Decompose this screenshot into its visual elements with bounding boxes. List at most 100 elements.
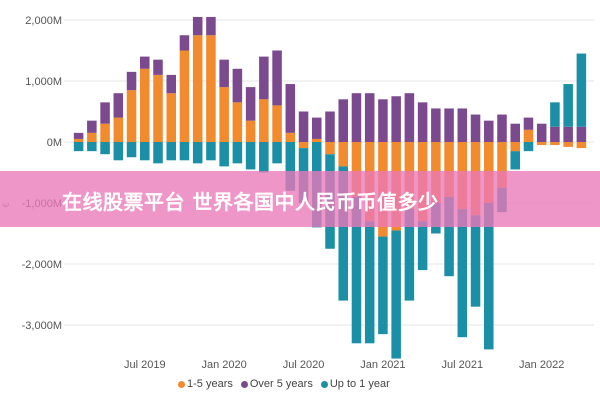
bar-segment bbox=[232, 68, 243, 103]
bar-segment bbox=[126, 71, 137, 91]
bar-segment bbox=[497, 142, 507, 188]
legend-swatch-1-5-years bbox=[178, 380, 185, 388]
y-tick-label: 0M bbox=[47, 137, 62, 149]
bar-segment bbox=[470, 215, 481, 307]
bar-segment bbox=[391, 230, 401, 359]
bar-segment bbox=[166, 93, 176, 142]
bar-segment bbox=[272, 142, 282, 164]
bar-segment bbox=[312, 117, 322, 139]
bar-segment bbox=[510, 123, 520, 142]
bar-segment bbox=[192, 142, 203, 164]
bar-segment bbox=[563, 126, 573, 142]
bar-segment bbox=[536, 123, 547, 142]
x-tick-label: Jul 2020 bbox=[283, 359, 325, 371]
legend-item-1-5-years: 1-5 years bbox=[178, 378, 233, 390]
bar-segment bbox=[417, 221, 428, 271]
x-tick-label: Jan 2021 bbox=[360, 359, 405, 371]
bar-segment bbox=[325, 111, 335, 142]
y-tick-label: 1,000M bbox=[25, 76, 62, 88]
bar-segment bbox=[245, 142, 256, 170]
bar-segment bbox=[576, 142, 587, 149]
bar-segment bbox=[192, 35, 203, 142]
watermark-banner bbox=[0, 171, 600, 227]
legend-swatch-over-5-years bbox=[240, 380, 248, 388]
y-tick-label: -3,000M bbox=[22, 320, 62, 332]
bar-segment bbox=[351, 93, 362, 142]
bar-segment bbox=[113, 93, 124, 118]
bar-segment bbox=[563, 142, 573, 147]
bar-segment bbox=[206, 142, 216, 161]
bar-segment bbox=[444, 196, 454, 277]
bar-segment bbox=[550, 126, 560, 142]
bar-segment bbox=[404, 93, 415, 142]
bar-segment bbox=[206, 35, 216, 142]
bar-segment bbox=[272, 50, 282, 106]
bar-segment bbox=[404, 209, 415, 301]
bar-segment bbox=[364, 221, 375, 344]
x-tick-label: Jan 2020 bbox=[202, 359, 247, 371]
bar-segment bbox=[338, 142, 348, 167]
bar-segment bbox=[126, 90, 137, 142]
bar-segment bbox=[87, 142, 97, 152]
legend-swatch-up-to-1-year bbox=[320, 380, 328, 388]
bar-segment bbox=[100, 142, 110, 155]
bar-segment bbox=[457, 209, 468, 338]
bar-segment bbox=[259, 56, 269, 100]
legend-item-over-5-years: Over 5 years bbox=[240, 378, 313, 390]
bar-segment bbox=[378, 99, 388, 142]
bar-segment bbox=[140, 142, 150, 161]
bar-segment bbox=[100, 123, 110, 142]
bar-segment bbox=[87, 120, 97, 133]
bar-segment bbox=[285, 142, 296, 191]
bar-segment bbox=[510, 151, 520, 170]
bar-segment bbox=[444, 142, 454, 197]
bar-segment bbox=[523, 117, 534, 130]
y-tick-label: -2,000M bbox=[22, 259, 62, 271]
bar-segment bbox=[179, 142, 190, 161]
bar-segment bbox=[73, 142, 84, 152]
bar-segment bbox=[536, 142, 547, 146]
legend-item-up-to-1-year: Up to 1 year bbox=[320, 378, 390, 390]
bar-segment bbox=[232, 102, 243, 142]
bar-segment bbox=[523, 142, 534, 152]
bar-segment bbox=[285, 84, 296, 133]
bar-segment bbox=[550, 102, 560, 127]
bar-segment bbox=[140, 56, 150, 69]
y-tick-label: 2,000M bbox=[25, 15, 62, 27]
bar-segment bbox=[431, 108, 441, 142]
bar-segment bbox=[219, 142, 229, 167]
bar-segment bbox=[272, 105, 282, 142]
bar-segment bbox=[351, 142, 362, 197]
bar-segment bbox=[497, 114, 507, 142]
bar-segment bbox=[245, 120, 256, 142]
bar-segment bbox=[166, 142, 176, 161]
bar-segment bbox=[140, 68, 150, 142]
bar-segment bbox=[470, 114, 481, 142]
bar-segment bbox=[576, 126, 587, 142]
bar-segment bbox=[219, 87, 229, 142]
bar-segment bbox=[312, 138, 322, 142]
bar-segment bbox=[325, 142, 335, 155]
bar-segment bbox=[232, 142, 243, 164]
bar-segment bbox=[206, 16, 216, 36]
bar-segment bbox=[113, 117, 124, 142]
bar-segment bbox=[179, 35, 190, 51]
bar-segment bbox=[457, 108, 468, 142]
bar-segment bbox=[510, 142, 520, 152]
x-tick-label: Jul 2021 bbox=[442, 359, 484, 371]
bar-segment bbox=[298, 142, 309, 149]
bar-segment bbox=[576, 53, 587, 127]
bar-segment bbox=[153, 59, 163, 75]
bar-segment bbox=[126, 142, 137, 158]
x-tick-label: Jan 2022 bbox=[519, 359, 564, 371]
bar-segment bbox=[563, 84, 573, 127]
bar-segment bbox=[100, 102, 110, 124]
bar-segment bbox=[87, 132, 97, 142]
bar-segment bbox=[484, 203, 494, 350]
legend-label-over-5-years: Over 5 years bbox=[249, 378, 313, 390]
bar-segment bbox=[484, 120, 494, 142]
bar-segment bbox=[338, 166, 348, 301]
bar-segment bbox=[179, 50, 190, 142]
bar-segment bbox=[444, 108, 454, 142]
